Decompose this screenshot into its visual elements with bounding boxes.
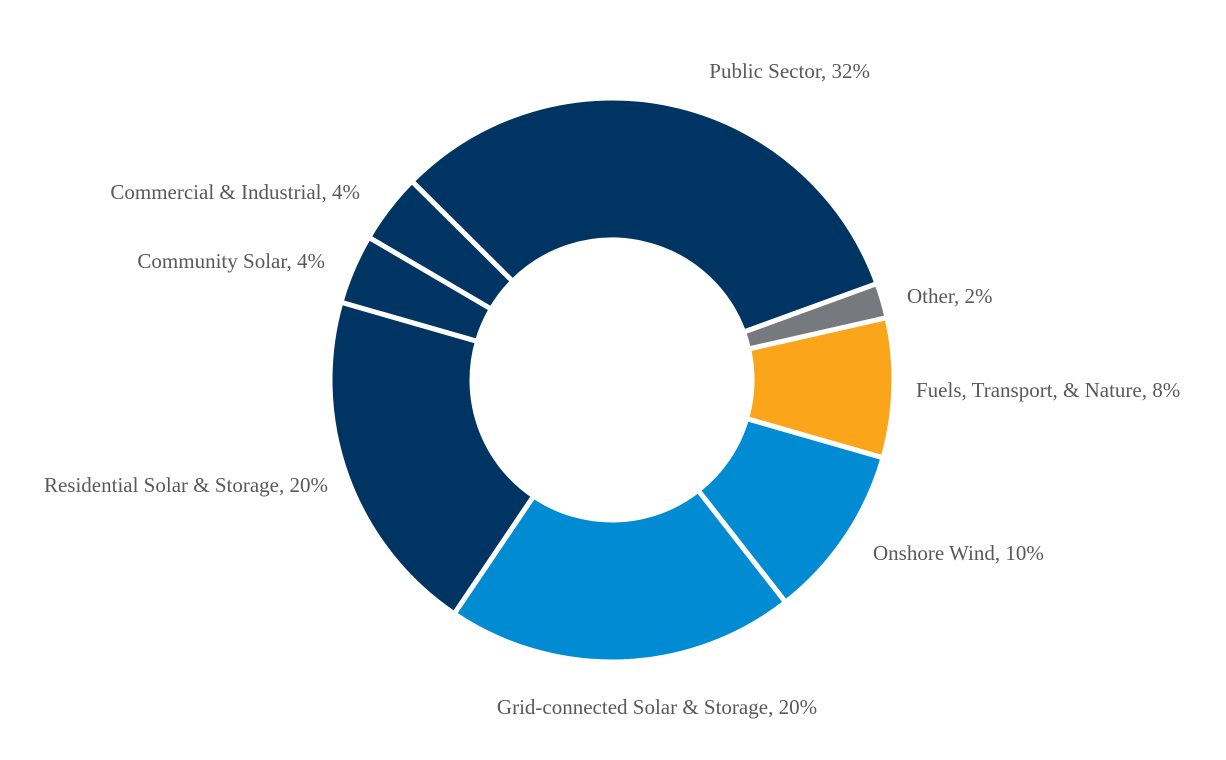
slice-label-grid-connected-solar-storage: Grid-connected Solar & Storage, 20% [497, 695, 817, 719]
slice-labels: Public Sector, 32% Commercial & Industria… [44, 59, 1180, 719]
slice-label-onshore-wind: Onshore Wind, 10% [873, 541, 1044, 565]
slice-label-fuels-transport-nature: Fuels, Transport, & Nature, 8% [916, 378, 1180, 402]
donut-slice-residential-solar-storage [327, 299, 538, 618]
donut-slice-grid-connected-solar-storage [450, 486, 790, 665]
slice-label-other: Other, 2% [907, 284, 992, 308]
slice-label-public-sector: Public Sector, 32% [709, 59, 870, 83]
donut-slice-public-sector [408, 95, 881, 336]
donut-slices [327, 95, 897, 665]
donut-slice-other [740, 280, 890, 352]
slice-label-commercial-industrial: Commercial & Industrial, 4% [110, 180, 360, 204]
slice-label-community-solar: Community Solar, 4% [137, 249, 325, 273]
slice-label-residential-solar-storage: Residential Solar & Storage, 20% [44, 473, 328, 497]
